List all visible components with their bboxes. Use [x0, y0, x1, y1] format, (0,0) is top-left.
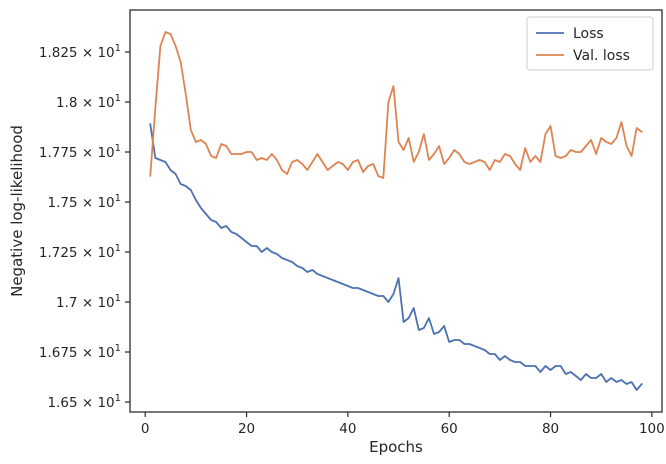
y-tick-base: 10 — [97, 145, 114, 161]
y-tick-times: × — [78, 95, 98, 111]
y-tick-base: 10 — [97, 45, 114, 61]
y-tick-mantissa: 1.75 — [47, 195, 77, 211]
plot-frame — [129, 9, 663, 413]
y-tick-mantissa: 1.65 — [47, 395, 77, 411]
y-tick-mantissa: 1.8 — [56, 95, 77, 111]
legend-label: Loss — [573, 26, 604, 42]
y-tick-exponent: 1 — [115, 393, 121, 404]
x-tick-label: 20 — [238, 421, 255, 437]
legend-box — [526, 16, 654, 71]
y-tick-exponent: 1 — [115, 93, 121, 104]
x-tick-label: 60 — [441, 421, 458, 437]
y-tick-base: 10 — [97, 395, 114, 411]
y-tick-label: 1.825 × 101 — [39, 43, 121, 61]
y-tick-times: × — [78, 145, 98, 161]
y-tick-exponent: 1 — [115, 243, 121, 254]
y-tick-base: 10 — [97, 345, 114, 361]
y-tick-exponent: 1 — [115, 343, 121, 354]
x-tick-label: 80 — [542, 421, 559, 437]
series-layer — [149, 31, 643, 391]
y-axis-label: Negative log-likelihood — [8, 125, 26, 297]
y-tick-times: × — [78, 195, 98, 211]
y-tick-label: 1.75 × 101 — [47, 193, 121, 211]
y-tick-mantissa: 1.725 — [39, 245, 78, 261]
legend: Loss Val. loss — [526, 16, 654, 71]
y-tick-times: × — [78, 245, 98, 261]
x-axis: 0 20 40 60 80 100 — [141, 412, 665, 437]
y-tick-times: × — [78, 395, 98, 411]
y-tick-exponent: 1 — [115, 143, 121, 154]
x-axis-label: Epochs — [369, 438, 423, 456]
y-tick-label: 1.775 × 101 — [39, 143, 121, 161]
y-tick-label: 1.8 × 101 — [56, 93, 121, 111]
y-tick-base: 10 — [97, 195, 114, 211]
series-line-val-loss — [149, 31, 643, 179]
y-tick-base: 10 — [97, 95, 114, 111]
y-tick-times: × — [78, 345, 98, 361]
y-tick-label: 1.65 × 101 — [47, 393, 121, 411]
x-tick-label: 100 — [639, 421, 665, 437]
y-tick-mantissa: 1.775 — [39, 145, 78, 161]
y-tick-times: × — [78, 295, 98, 311]
y-tick-label: 1.7 × 101 — [56, 293, 121, 311]
x-tick-label: 40 — [339, 421, 356, 437]
y-tick-exponent: 1 — [115, 43, 121, 54]
y-tick-mantissa: 1.675 — [39, 345, 78, 361]
x-tick-label: 0 — [141, 421, 150, 437]
y-tick-exponent: 1 — [115, 293, 121, 304]
y-tick-label: 1.675 × 101 — [39, 343, 121, 361]
y-tick-label: 1.725 × 101 — [39, 243, 121, 261]
y-tick-mantissa: 1.825 — [39, 45, 78, 61]
legend-label: Val. loss — [573, 48, 630, 64]
y-tick-base: 10 — [97, 295, 114, 311]
series-line-loss — [149, 123, 643, 391]
y-tick-exponent: 1 — [115, 193, 121, 204]
y-tick-base: 10 — [97, 245, 114, 261]
y-tick-mantissa: 1.7 — [56, 295, 77, 311]
y-tick-times: × — [78, 45, 98, 61]
